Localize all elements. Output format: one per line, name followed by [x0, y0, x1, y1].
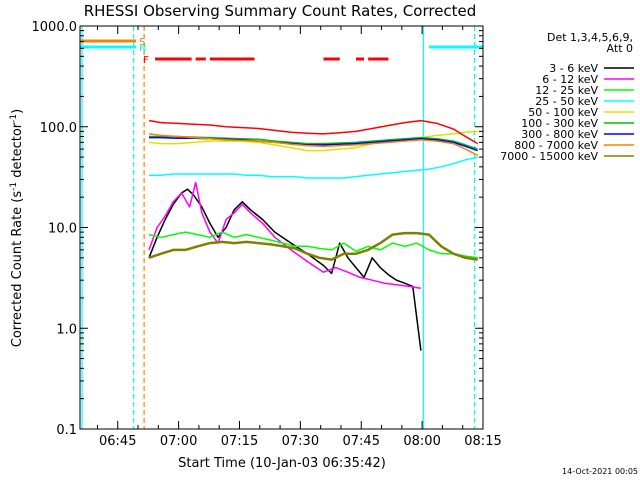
series-line-5 — [148, 130, 478, 152]
x-tick-label-3: 07:15 — [221, 434, 258, 449]
plot-frame — [79, 25, 484, 430]
y-tick-label-3: 10.0 — [48, 222, 77, 237]
legend-label-7: 300 - 800 keV — [521, 128, 598, 141]
x-tick-label-6: 08:00 — [403, 434, 440, 449]
x-tick-label-5: 07:45 — [343, 434, 380, 449]
series-line-8 — [148, 133, 479, 157]
y-tick-label-4: 1.0 — [56, 322, 77, 337]
series-line-9 — [148, 231, 478, 261]
series-line-4 — [149, 156, 478, 179]
legend-label-4: 25 - 50 keV — [535, 95, 598, 108]
y-tick-label-1: 1000.0 — [32, 20, 78, 35]
y-axis-label: Corrected Count Rate (s-1 detector-1) — [9, 109, 25, 347]
series-line-1 — [148, 188, 422, 351]
y-tick-label-2: 100.0 — [40, 121, 77, 136]
chart-title: RHESSI Observing Summary Count Rates, Co… — [84, 2, 477, 20]
legend-label-1: 3 - 6 keV — [549, 62, 598, 75]
legend-header-line1: Det 1,3,4,5,6,9, — [547, 31, 633, 44]
legend-label-9: 7000 - 15000 keV — [500, 150, 598, 163]
flag-label-s: S — [139, 37, 145, 48]
legend-label-6: 100 - 300 keV — [521, 117, 598, 130]
series-line-10 — [148, 119, 479, 145]
legend-label-3: 12 - 25 keV — [535, 84, 598, 97]
flag-label-f: F — [143, 55, 149, 66]
x-tick-label-1: 06:45 — [99, 434, 136, 449]
series-line-2 — [148, 181, 422, 289]
y-tick-label-5: 0.1 — [56, 423, 77, 438]
x-tick-label-4: 07:30 — [282, 434, 319, 449]
footer-date: 14-Oct-2021 00:05 — [562, 467, 638, 476]
series-line-3 — [148, 231, 478, 259]
legend-label-8: 800 - 7000 keV — [514, 139, 598, 152]
legend-label-2: 6 - 12 keV — [542, 73, 598, 86]
x-tick-label-2: 07:00 — [160, 434, 197, 449]
x-axis-label: Start Time (10-Jan-03 06:35:42) — [178, 456, 386, 471]
series-line-6 — [149, 135, 478, 150]
legend-header-line2: Att 0 — [607, 42, 633, 55]
x-tick-label-7: 08:15 — [464, 434, 501, 449]
y-axis: 1000.0 100.0 10.0 1.0 0.1 — [32, 20, 483, 438]
plot-area: SNF — [80, 26, 483, 429]
x-axis: 06:45 07:00 07:15 07:30 07:45 08:00 08:15 — [96, 26, 502, 449]
legend-label-5: 50 - 100 keV — [528, 106, 598, 119]
flag-label-n: N — [139, 43, 146, 54]
